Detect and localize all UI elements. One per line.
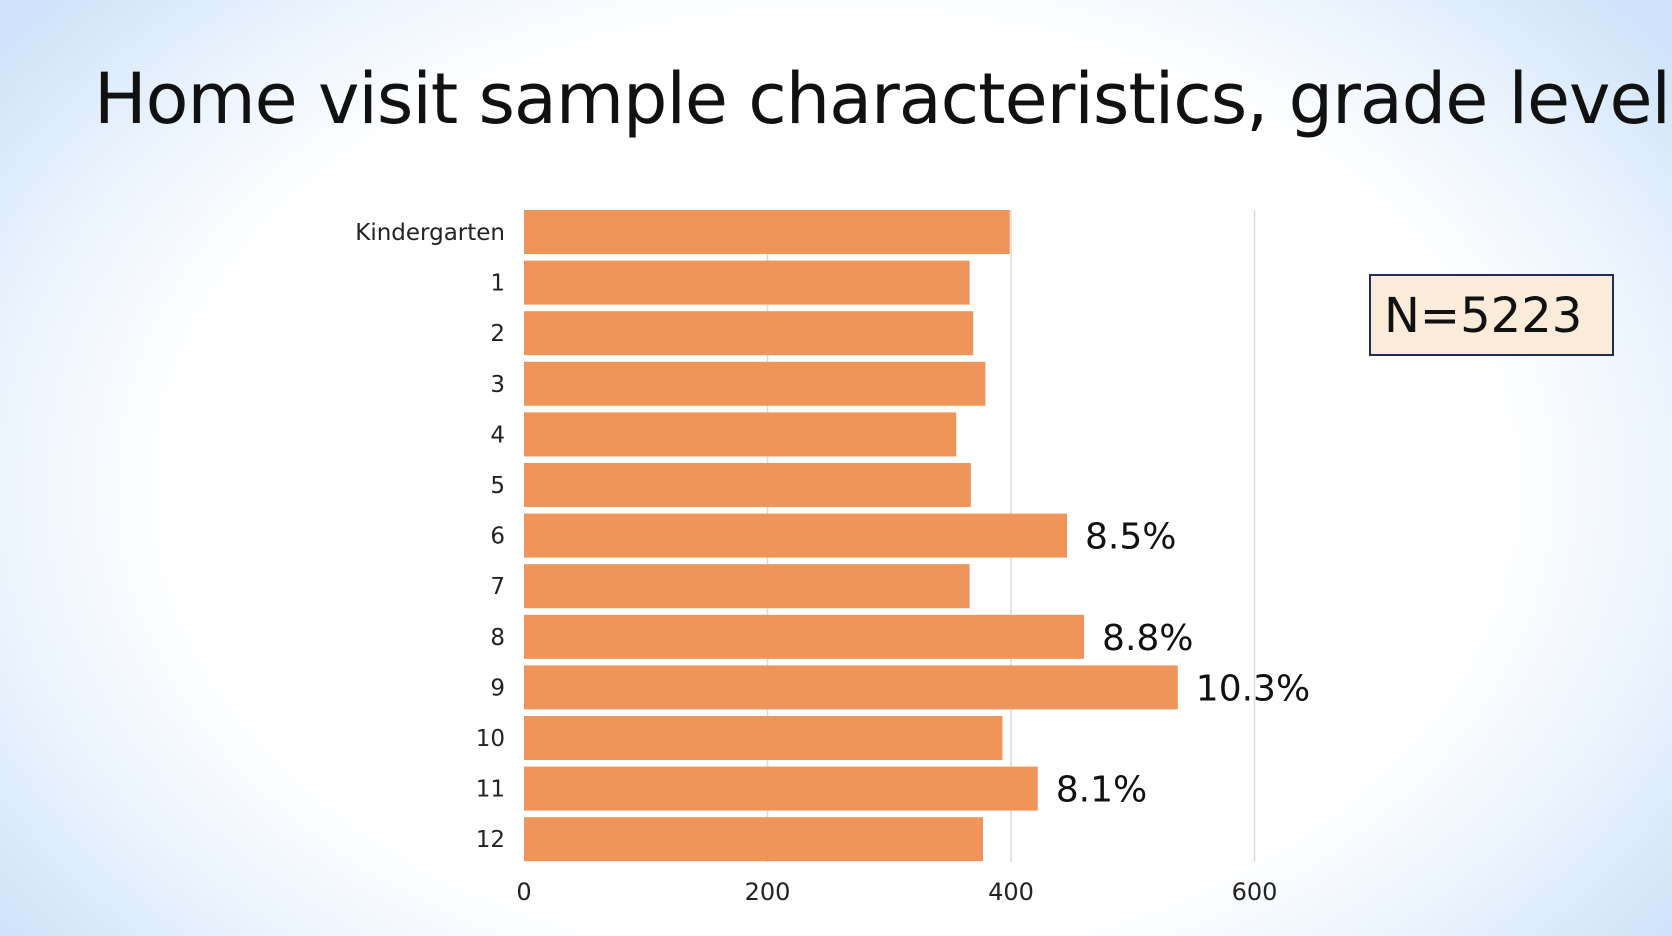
bars xyxy=(524,210,1178,862)
bar-8 xyxy=(524,614,1085,659)
data-label-6: 8.5% xyxy=(1085,517,1176,558)
data-labels: 8.5% 8.8%10.3% 8.1% xyxy=(1056,517,1310,811)
x-axis-tick-labels: 0 200 400 600 xyxy=(516,878,1277,906)
x-tick-label-200: 200 xyxy=(745,878,791,906)
bar-1 xyxy=(524,260,970,305)
x-tick-label-600: 600 xyxy=(1232,878,1278,906)
category-label-11: 11 xyxy=(476,777,505,803)
bar-9 xyxy=(524,665,1178,710)
category-label-8: 8 xyxy=(490,625,505,651)
data-label-8: 8.8% xyxy=(1102,618,1193,659)
bar-11 xyxy=(524,766,1038,811)
category-label-3: 3 xyxy=(490,372,505,398)
bar-5 xyxy=(524,463,971,507)
category-label-kindergarten: Kindergarten xyxy=(355,220,505,246)
x-tick-label-400: 400 xyxy=(988,878,1034,906)
category-label-7: 7 xyxy=(490,574,505,600)
category-label-4: 4 xyxy=(490,422,505,448)
bar-2 xyxy=(524,311,974,356)
data-label-11: 8.1% xyxy=(1056,770,1147,811)
bar-4 xyxy=(524,412,957,457)
bar-12 xyxy=(524,817,983,862)
category-label-9: 9 xyxy=(490,675,505,701)
category-label-10: 10 xyxy=(476,726,505,752)
category-label-12: 12 xyxy=(476,827,505,853)
category-label-6: 6 xyxy=(490,524,505,550)
bar-10 xyxy=(524,716,1003,760)
bar-kindergarten xyxy=(524,210,1010,254)
bar-6 xyxy=(524,513,1068,558)
data-label-9: 10.3% xyxy=(1196,668,1310,709)
slide-title: Home visit sample characteristics, grade… xyxy=(94,58,1671,140)
x-tick-label-0: 0 xyxy=(516,878,531,906)
sample-size-box: N=5223 xyxy=(1369,274,1614,356)
bar-7 xyxy=(524,564,970,609)
category-label-2: 2 xyxy=(490,321,505,347)
category-label-1: 1 xyxy=(490,271,505,297)
category-label-5: 5 xyxy=(490,473,505,499)
bar-3 xyxy=(524,361,986,406)
sample-size-label: N=5223 xyxy=(1384,288,1583,344)
